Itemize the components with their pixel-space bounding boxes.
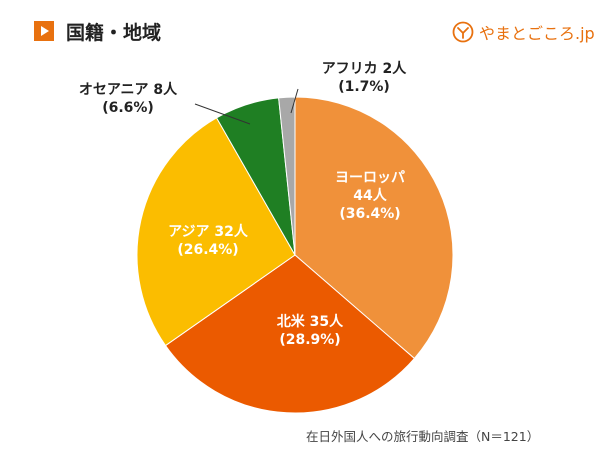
slice-label: ヨーロッパ	[335, 170, 405, 186]
slice-label: (36.4%)	[339, 206, 400, 222]
leader-line	[290, 88, 299, 114]
slice-label: 44人	[353, 187, 387, 204]
slice-label: (6.6%)	[102, 100, 154, 116]
slice-label: オセアニア 8人	[79, 81, 178, 98]
chart-title: 国籍・地域	[66, 22, 162, 44]
slice-label: アジア 32人	[168, 223, 249, 240]
play-icon	[34, 21, 54, 41]
logo-icon	[452, 21, 474, 43]
pie-slice	[278, 96, 296, 256]
chart-header: 国籍・地域 やまとごころ.jp	[0, 0, 600, 60]
brand-logo[interactable]: やまとごころ.jp	[452, 20, 595, 44]
leader-line	[194, 103, 251, 125]
pie-slice	[294, 96, 454, 360]
source-note: 在日外国人への旅行動向調査（N＝121）	[306, 429, 540, 444]
pie-slice	[164, 254, 416, 414]
slice-label: (26.4%)	[177, 242, 238, 258]
slice-label: アフリカ 2人	[322, 60, 408, 77]
slice-label: 北米 35人	[277, 313, 344, 330]
pie-slice	[136, 117, 296, 347]
slice-label: (1.7%)	[338, 79, 390, 95]
slice-label: (28.9%)	[279, 332, 340, 348]
logo-text: やまとごころ.jp	[479, 24, 595, 43]
